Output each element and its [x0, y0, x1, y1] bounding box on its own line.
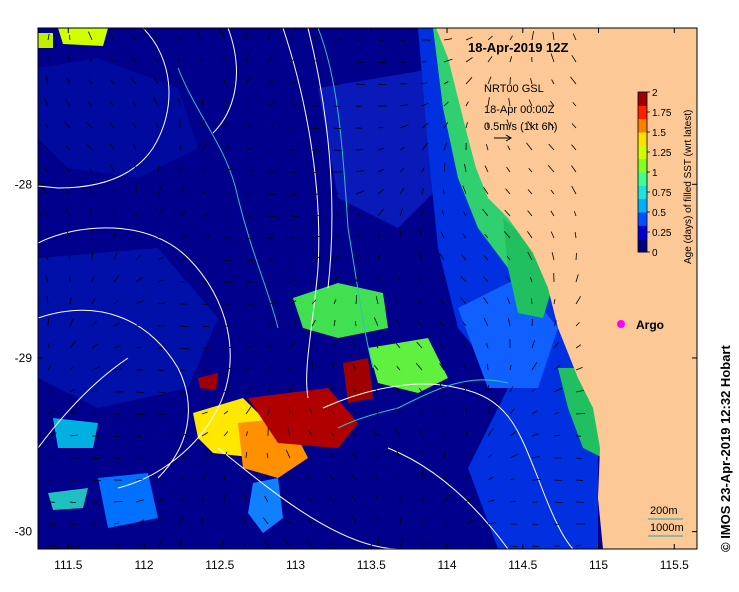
current-vector	[135, 347, 143, 349]
colorbar-tick-label: 1	[652, 168, 658, 179]
contour-label-1000m: 1000m	[650, 522, 684, 534]
current-vector	[157, 435, 168, 437]
y-tick-label: -29	[15, 351, 33, 365]
x-tick-label: 113.5	[357, 558, 386, 572]
current-vector	[399, 39, 406, 41]
x-tick-label: 111.5	[54, 558, 83, 572]
current-vector	[289, 171, 297, 173]
current-info-line3: 0.5m/s (1kt 6h)	[484, 121, 557, 133]
current-vector	[311, 215, 320, 217]
colorbar-tick-label: 0.5	[652, 208, 666, 219]
colorbar-segment	[638, 92, 647, 106]
x-tick-label: 114	[437, 558, 456, 572]
patch-lime	[58, 28, 108, 46]
colorbar-tick-label: 0.25	[652, 228, 672, 239]
colorbar-segment	[638, 185, 647, 200]
current-vector	[311, 127, 321, 129]
colorbar-segment	[638, 145, 647, 160]
current-vector	[289, 406, 291, 415]
colorbar-segment	[638, 238, 647, 253]
current-vector	[91, 250, 93, 261]
patch-cyan	[53, 418, 98, 448]
x-tick-label: 115	[589, 558, 608, 572]
current-vector	[575, 457, 583, 459]
current-vector	[333, 149, 343, 151]
colorbar-tick-label: 1.25	[652, 148, 672, 159]
current-vector	[443, 429, 445, 437]
current-vector	[531, 479, 542, 481]
current-vector	[289, 215, 299, 217]
x-tick-label: 112.5	[205, 558, 234, 572]
colorbar-segment	[638, 105, 647, 120]
colorbar-segment	[638, 225, 647, 240]
colorbar-segment	[638, 198, 647, 213]
current-info-line1: NRT00 GSL	[484, 83, 544, 95]
credit-text: © IMOS 23-Apr-2019 12:32 Hobart	[718, 345, 733, 552]
current-vector	[245, 237, 253, 239]
x-tick-label: 113	[286, 558, 305, 572]
colorbar-tick-label: 0.75	[652, 188, 672, 199]
current-vector	[575, 501, 585, 503]
patch-red	[343, 358, 373, 403]
map-title: 18-Apr-2019 12Z	[468, 40, 568, 55]
patch-light-blue	[98, 473, 158, 528]
current-info-line2: 18-Apr 00:00Z	[484, 104, 555, 116]
colorbar-segment	[638, 212, 647, 226]
colorbar-tick-label: 1.75	[652, 108, 672, 119]
colorbar-tick-label: 0	[652, 248, 658, 259]
current-vector	[443, 188, 445, 195]
colorbar-tick-label: 2	[652, 88, 658, 99]
map-panel[interactable]: Argo 18-Apr-2019 12Z NRT00 GSL 18-Apr 00…	[38, 28, 697, 549]
current-vector	[421, 61, 428, 63]
y-tick-label: -30	[15, 525, 33, 539]
sst-age-map[interactable]: Argo 18-Apr-2019 12Z NRT00 GSL 18-Apr 00…	[38, 28, 697, 549]
argo-label: Argo	[636, 318, 664, 332]
colorbar-segment	[638, 132, 647, 146]
current-vector	[377, 39, 385, 41]
x-tick-label: 115.5	[660, 558, 689, 572]
y-tick-label: -28	[15, 177, 33, 191]
colorbar-label: Age (days) of filled SST (wrt latest)	[683, 110, 694, 264]
x-tick-label: 114.5	[508, 558, 537, 572]
x-tick-label: 112	[134, 558, 153, 572]
patch-lime	[38, 33, 53, 48]
argo-icon[interactable]	[617, 320, 625, 328]
current-vector	[311, 360, 313, 371]
colorbar-segment	[638, 118, 647, 133]
colorbar-segment	[638, 172, 647, 186]
current-vector	[157, 143, 159, 151]
colorbar-segment	[638, 158, 647, 173]
current-vector	[245, 193, 256, 195]
current-vector	[355, 105, 362, 107]
contour-label-200m: 200m	[650, 505, 678, 517]
current-vector	[575, 252, 577, 261]
current-vector	[333, 105, 341, 107]
colorbar-tick-label: 1.5	[652, 128, 666, 139]
